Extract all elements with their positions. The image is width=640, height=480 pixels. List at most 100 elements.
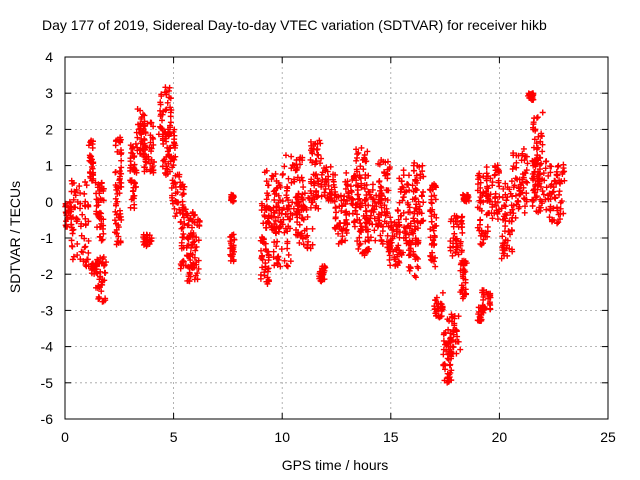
data-point	[348, 200, 355, 207]
data-point	[64, 214, 71, 221]
data-point	[117, 210, 124, 217]
data-point	[344, 221, 351, 228]
data-point	[507, 209, 514, 216]
data-point	[230, 244, 237, 251]
data-point	[229, 247, 236, 254]
data-point	[362, 224, 369, 231]
data-point	[353, 154, 360, 161]
data-point	[184, 277, 191, 284]
data-point	[332, 191, 339, 198]
data-point	[174, 189, 181, 196]
data-point	[285, 251, 292, 258]
data-point	[307, 138, 314, 145]
data-point	[331, 198, 338, 205]
data-point	[111, 217, 118, 224]
data-point	[227, 251, 234, 258]
data-point	[322, 185, 329, 192]
data-point	[300, 241, 307, 248]
data-point	[195, 216, 202, 223]
data-point	[361, 252, 368, 259]
data-point	[79, 211, 86, 218]
data-point	[344, 182, 351, 189]
data-point	[480, 173, 487, 180]
data-point	[157, 107, 164, 114]
data-point	[113, 220, 120, 227]
data-point	[506, 245, 513, 252]
data-point	[265, 219, 272, 226]
data-point	[486, 210, 493, 217]
data-point	[148, 145, 155, 152]
data-point	[534, 114, 541, 121]
data-point	[557, 210, 564, 217]
data-point	[112, 168, 119, 175]
data-point	[404, 199, 411, 206]
data-point	[81, 190, 88, 197]
data-point	[311, 196, 318, 203]
data-point	[429, 249, 436, 256]
data-point	[307, 245, 314, 252]
data-point	[502, 211, 509, 218]
data-point	[335, 230, 342, 237]
data-point	[382, 172, 389, 179]
data-point	[172, 172, 179, 179]
data-point	[520, 184, 527, 191]
data-point	[411, 196, 418, 203]
data-point	[480, 230, 487, 237]
data-point	[484, 223, 491, 230]
data-point	[487, 306, 494, 313]
data-point	[387, 242, 394, 249]
data-point	[270, 188, 277, 195]
data-point	[89, 177, 96, 184]
data-point	[474, 187, 481, 194]
data-point	[275, 214, 282, 221]
data-point	[131, 161, 138, 168]
data-point	[95, 181, 102, 188]
data-point	[375, 217, 382, 224]
data-point	[74, 240, 81, 247]
data-point	[540, 170, 547, 177]
data-point	[353, 202, 360, 209]
data-point	[262, 260, 269, 267]
data-point	[117, 238, 124, 245]
x-tick-label: 10	[274, 429, 290, 445]
data-point	[113, 241, 120, 248]
data-point	[539, 200, 546, 207]
data-point	[193, 261, 200, 268]
data-point	[446, 371, 453, 378]
data-point	[93, 190, 100, 197]
data-point	[523, 190, 530, 197]
data-point	[100, 216, 107, 223]
data-point	[349, 210, 356, 217]
data-point	[445, 326, 452, 333]
data-point	[309, 199, 316, 206]
data-point	[480, 236, 487, 243]
data-point	[522, 153, 529, 160]
data-point	[85, 237, 92, 244]
data-point	[95, 258, 102, 265]
data-point	[378, 238, 385, 245]
data-point	[547, 206, 554, 213]
data-point	[78, 220, 85, 227]
data-point	[70, 226, 77, 233]
data-point	[318, 155, 325, 162]
data-point	[116, 190, 123, 197]
data-point	[70, 253, 77, 260]
data-point	[450, 223, 457, 230]
data-point	[273, 243, 280, 250]
data-point	[62, 209, 69, 216]
data-point	[371, 227, 378, 234]
data-point	[354, 238, 361, 245]
data-point	[463, 191, 470, 198]
data-point	[523, 178, 530, 185]
data-point	[295, 199, 302, 206]
data-point	[419, 168, 426, 175]
data-point	[398, 178, 405, 185]
data-point	[536, 204, 543, 211]
data-point	[332, 215, 339, 222]
data-point	[167, 122, 174, 129]
data-point	[179, 224, 186, 231]
data-point	[85, 218, 92, 225]
data-point	[411, 217, 418, 224]
data-point	[406, 247, 413, 254]
data-point	[353, 166, 360, 173]
